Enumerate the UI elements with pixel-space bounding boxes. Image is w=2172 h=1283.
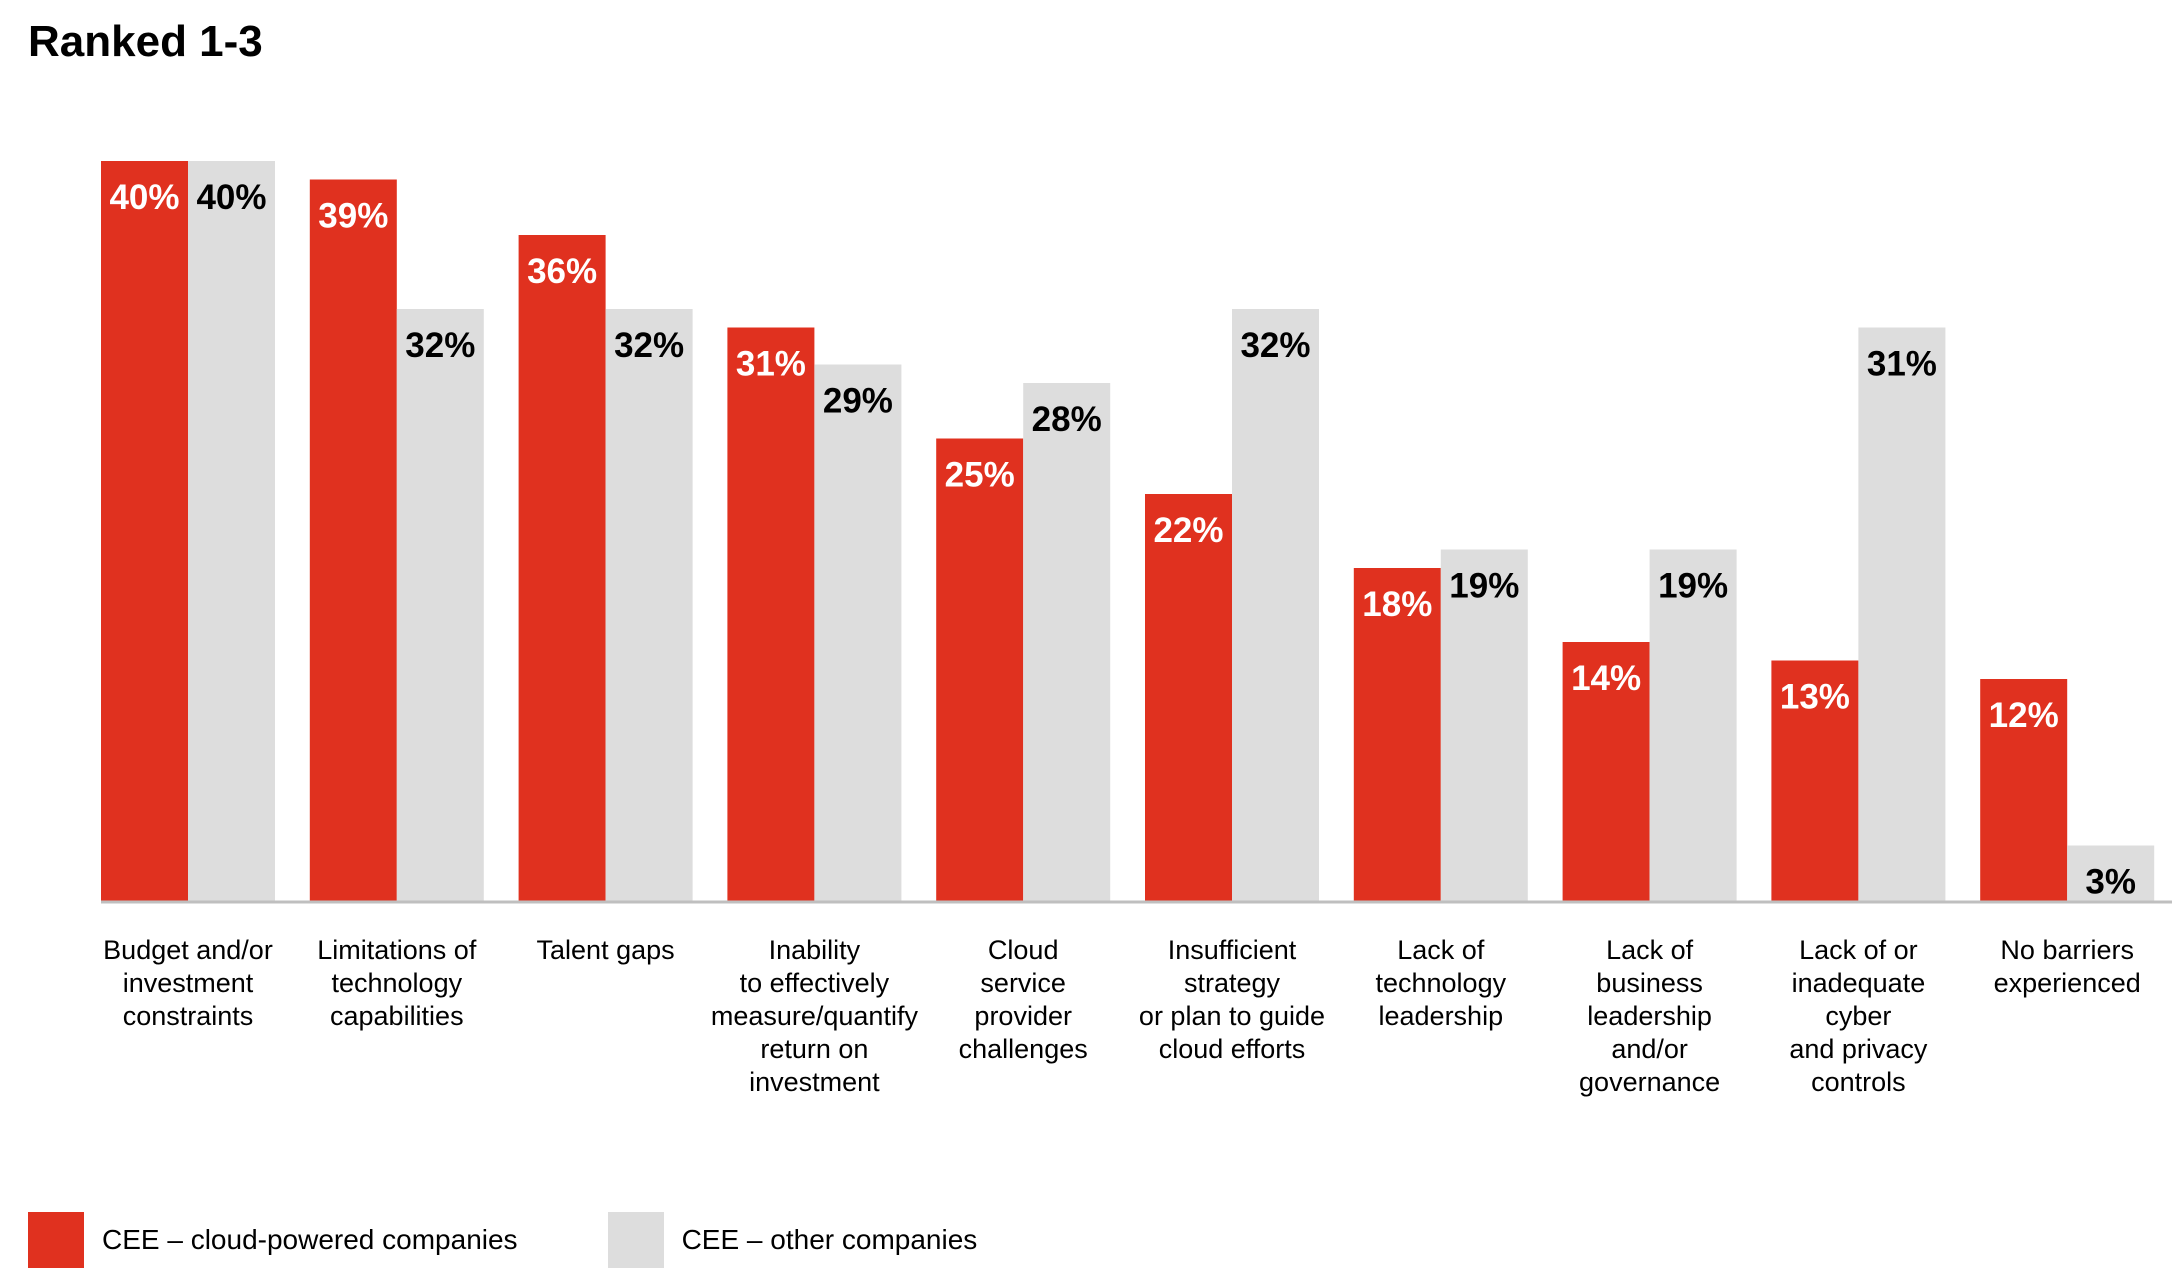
data-label-cee-other-4: 28% [1032,400,1102,439]
category-label-8: Lack of or inadequate cyber and privacy cont… [1789,935,1928,1097]
data-label-cee-other-6: 19% [1449,567,1519,606]
bar-cee-other-6 [1440,549,1528,901]
bar-cee-cloud-1 [309,179,397,901]
bar-cee-other-5 [1232,309,1319,901]
legend-swatch-cee-other [607,1212,664,1268]
data-label-cee-cloud-2: 36% [527,252,597,291]
category-label-4: Cloud service provider challenges [959,935,1088,1064]
category-label-6: Lack of technology leadership [1375,935,1506,1031]
data-label-cee-other-7: 19% [1658,567,1728,606]
bar-cee-other-9 [2067,845,2155,901]
data-label-cee-other-3: 29% [823,382,893,421]
data-label-cee-other-8: 31% [1867,345,1937,384]
data-label-cee-other-5: 32% [1240,326,1310,365]
bar-cee-other-3 [814,364,902,901]
data-label-cee-cloud-9: 12% [1989,696,2059,735]
data-label-cee-other-9: 3% [2085,863,2136,902]
data-label-cee-cloud-4: 25% [945,456,1015,495]
data-label-cee-cloud-7: 14% [1571,659,1641,698]
category-label-0: Budget and/or investment constraints [103,935,273,1031]
legend-item-cee-cloud: CEE – cloud-powered companies [28,1212,518,1268]
legend-label-cee-other: CEE – other companies [681,1224,978,1255]
bar-cee-cloud-0 [101,161,188,901]
category-label-5: Insufficient strategy or plan to guide clou… [1139,935,1325,1064]
data-label-cee-other-1: 32% [405,326,475,365]
bar-cee-cloud-6 [1353,568,1441,901]
data-label-cee-cloud-6: 18% [1362,585,1432,624]
bar-cee-cloud-5 [1145,494,1232,901]
legend-item-cee-other: CEE – other companies [607,1212,978,1268]
bar-cee-other-8 [1858,327,1946,901]
bar-cee-cloud-9 [1980,679,2068,901]
bar-cee-cloud-4 [936,438,1024,901]
category-label-7: Lack of business leadership and/or governanc… [1579,935,1720,1097]
bar-cee-cloud-8 [1771,660,1859,901]
data-label-cee-cloud-3: 31% [736,345,806,384]
category-label-2: Talent gaps [537,935,675,965]
data-label-cee-cloud-0: 40% [109,178,179,217]
data-label-cee-cloud-5: 22% [1153,511,1223,550]
legend-swatch-cee-cloud [28,1212,84,1268]
bar-cee-other-7 [1649,549,1737,901]
legend-label-cee-cloud: CEE – cloud-powered companies [102,1224,518,1255]
category-label-3: Inability to effectively measure/quantify r… [711,935,919,1097]
bar-cee-other-2 [605,309,693,901]
data-label-cee-cloud-8: 13% [1780,678,1850,717]
bar-cee-other-4 [1023,383,1111,901]
bar-cee-other-0 [188,161,275,901]
bar-cee-cloud-2 [518,235,606,901]
bar-cee-cloud-7 [1562,642,1650,901]
legend: CEE – cloud-powered companies CEE – othe… [28,1212,1067,1268]
category-label-9: No barriers experienced [1994,935,2141,998]
data-label-cee-other-0: 40% [196,178,266,217]
category-label-1: Limitations of technology capabilities [317,935,477,1031]
bar-cee-cloud-3 [727,327,815,901]
chart-title: Ranked 1-3 [28,17,263,66]
data-label-cee-other-2: 32% [614,326,684,365]
data-label-cee-cloud-1: 39% [318,197,388,236]
bar-cee-other-1 [396,309,484,901]
